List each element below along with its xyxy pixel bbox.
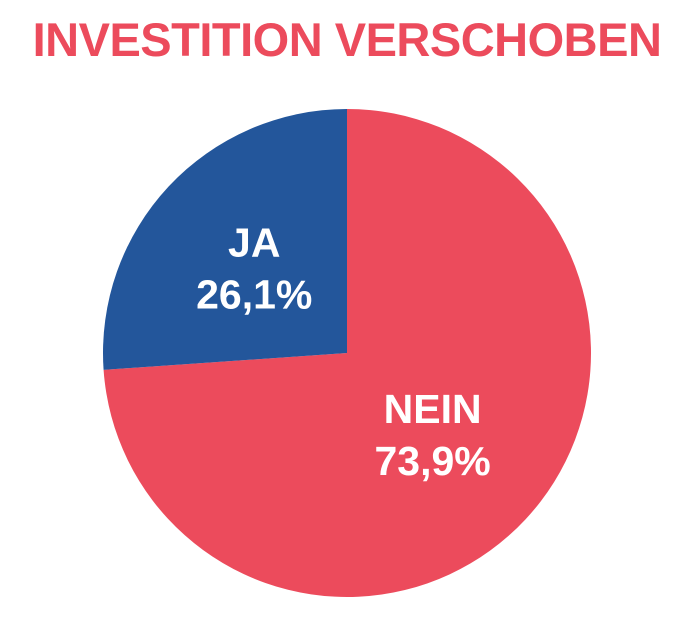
slice-label-nein: NEIN bbox=[384, 386, 482, 432]
chart-title: INVESTITION VERSCHOBEN bbox=[32, 13, 662, 66]
slice-label-ja: JA bbox=[228, 219, 280, 265]
pie-slice-nein bbox=[103, 109, 591, 598]
pie-slice-ja bbox=[103, 109, 347, 370]
slice-value-ja: 26,1% bbox=[196, 271, 312, 317]
slice-value-nein: 73,9% bbox=[374, 438, 490, 484]
